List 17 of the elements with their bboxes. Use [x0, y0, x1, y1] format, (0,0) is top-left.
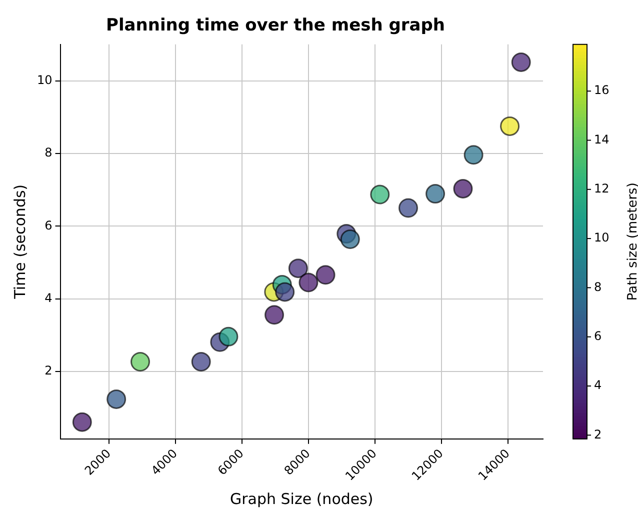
y-tick-label: 4: [44, 290, 52, 305]
color-bar-label: 4: [594, 378, 602, 392]
y-axis-title: Time (seconds): [10, 184, 29, 300]
chart-title: Planning time over the mesh graph: [106, 16, 446, 36]
color-bar-label: 16: [594, 83, 610, 98]
y-tick-label: 8: [44, 146, 52, 160]
y-tick-label: 6: [44, 218, 52, 232]
y-tick-label: 10: [36, 72, 52, 87]
y-tick-label: 2: [44, 364, 52, 378]
color-bar-label: 8: [594, 280, 602, 294]
color-bar-label: 6: [594, 328, 602, 343]
color-bar-label: 10: [594, 230, 610, 245]
x-axis-title: Graph Size (nodes): [230, 490, 374, 508]
color-bar-label: 12: [594, 182, 610, 196]
color-bar-label: 2: [594, 427, 602, 442]
color-bar-label: 14: [594, 132, 610, 146]
color-bar-title: Path size (meters): [625, 182, 638, 301]
